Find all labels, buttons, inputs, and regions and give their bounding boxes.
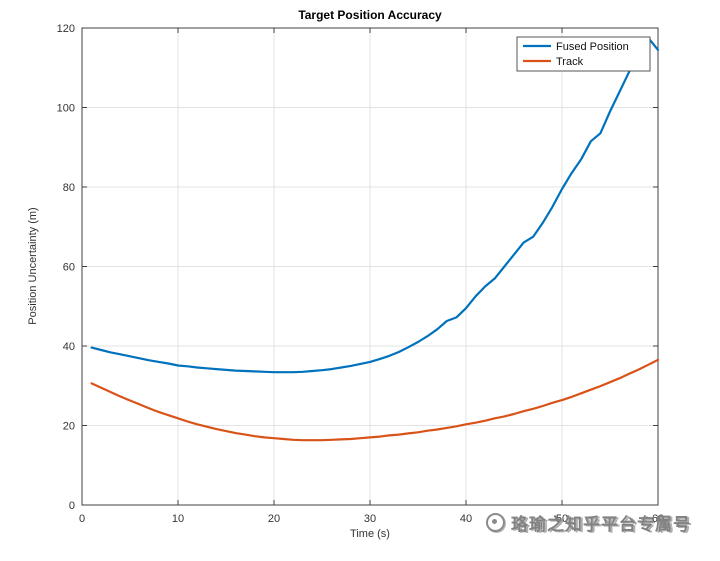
x-tick-label: 0 bbox=[79, 513, 85, 525]
legend: Fused Position Track bbox=[516, 36, 651, 72]
x-tick-label: 60 bbox=[652, 513, 664, 525]
y-tick-label: 80 bbox=[63, 182, 75, 194]
y-tick-label: 120 bbox=[57, 23, 75, 35]
axes-box bbox=[81, 27, 659, 506]
legend-label-track: Track bbox=[556, 56, 584, 68]
x-tick-label: 30 bbox=[364, 513, 376, 525]
y-tick-label: 0 bbox=[69, 500, 75, 512]
x-tick-label: 20 bbox=[268, 513, 280, 525]
y-tick-label: 100 bbox=[57, 103, 75, 115]
y-tick-label: 40 bbox=[63, 341, 75, 353]
legend-label-fused-position: Fused Position bbox=[556, 41, 629, 53]
x-axis-label: Time (s) bbox=[350, 528, 390, 540]
x-tick-label: 10 bbox=[172, 513, 184, 525]
x-tick-label: 40 bbox=[460, 513, 472, 525]
legend-box bbox=[516, 36, 651, 72]
series-lines bbox=[90, 36, 660, 442]
y-axis-label: Position Uncertainty (m) bbox=[27, 207, 39, 324]
x-tick-label: 50 bbox=[556, 513, 568, 525]
series-line-track bbox=[90, 358, 660, 442]
grid: 0 10 20 30 40 50 60 0 20 40 60 80 100 120 bbox=[57, 23, 664, 525]
chart-title: Target Position Accuracy bbox=[298, 8, 442, 22]
series-line-fused-position bbox=[90, 36, 660, 374]
watermark-logo-icon bbox=[486, 513, 505, 532]
watermark: 珞瑜之知乎平台专属号 bbox=[486, 510, 691, 535]
y-tick-label: 20 bbox=[63, 421, 75, 433]
watermark-text: 珞瑜之知乎平台专属号 bbox=[511, 515, 691, 534]
y-tick-label: 60 bbox=[63, 262, 75, 274]
